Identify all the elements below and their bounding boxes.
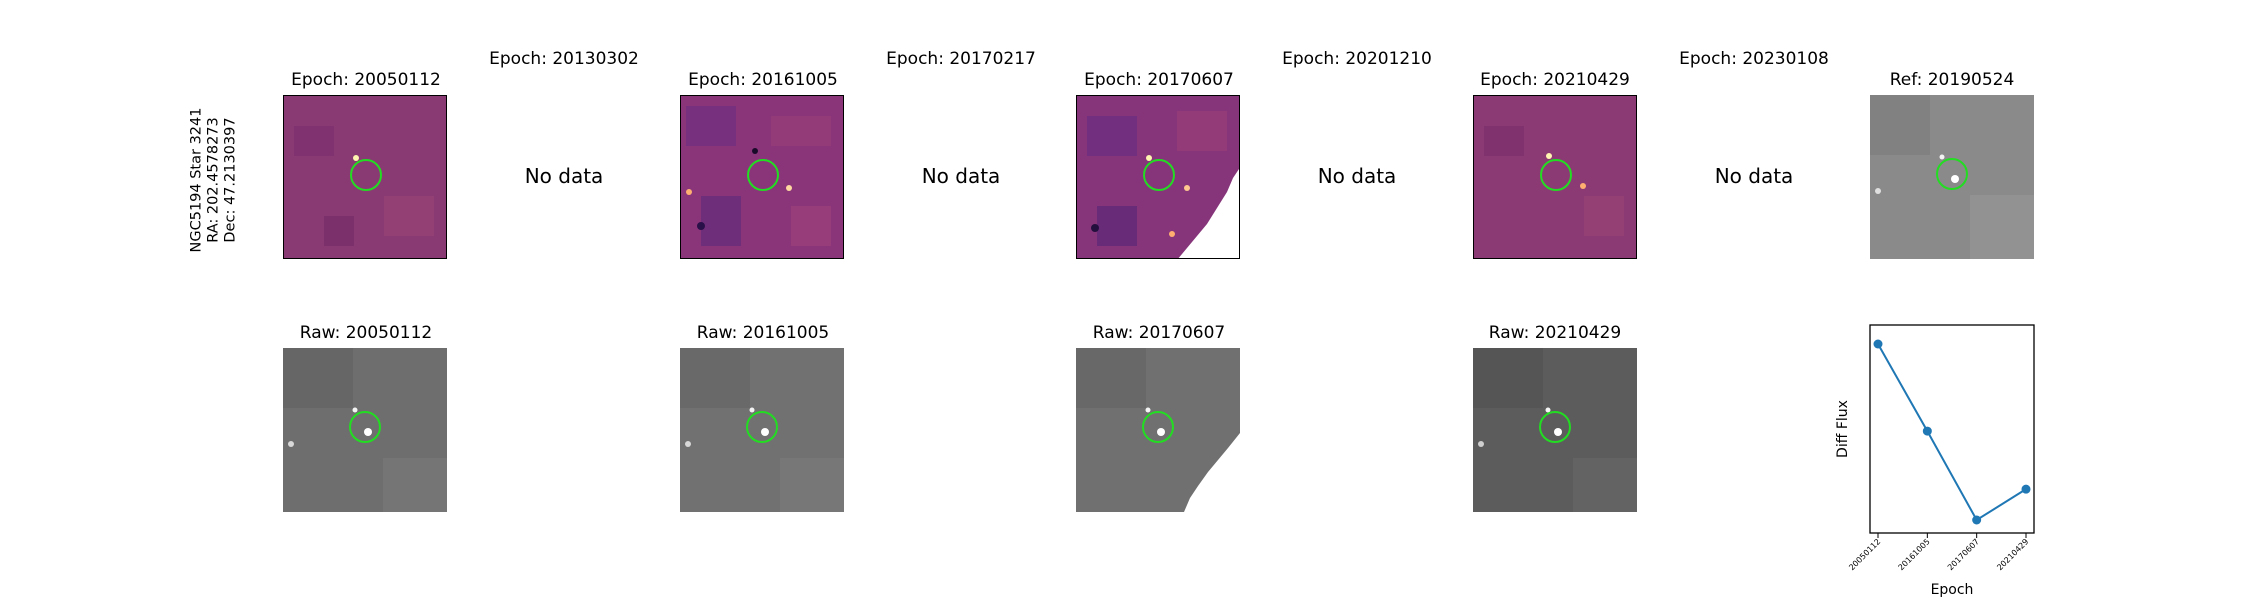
aperture-circle: [350, 159, 382, 191]
raw-title-2: Raw: 20170607: [1092, 323, 1226, 343]
data-point-20050112: [1873, 339, 1883, 349]
aperture-circle: [1143, 159, 1175, 191]
aperture-circle: [746, 411, 778, 443]
nodata-label-5: No data: [1317, 164, 1397, 188]
x-tick-label: 20210429: [1995, 537, 2030, 572]
nodata-label-3: No data: [921, 164, 1001, 188]
diff-title-1: Epoch: 20130302: [489, 49, 639, 69]
series-line: [1877, 343, 2027, 522]
data-point-20170607: [1972, 515, 1982, 525]
star-name: NGC5194 Star 3241: [188, 107, 205, 253]
diff-title-4: Epoch: 20170607: [1084, 70, 1234, 90]
diff-image-20050112: [283, 95, 447, 259]
ref-image-20190524: [1870, 95, 2034, 259]
diff-image-20210429: [1473, 95, 1637, 259]
aperture-circle: [1539, 411, 1571, 443]
aperture-circle: [1540, 159, 1572, 191]
data-point-20210429: [2021, 484, 2031, 494]
raw-image-20210429: [1473, 348, 1637, 512]
diff-flux-chart: 20050112 20161005 20170607 20210429 Epoch D…: [1835, 324, 2035, 598]
blank-region: [1184, 433, 1240, 512]
diff-title-3: Epoch: 20170217: [886, 49, 1036, 69]
raw-title-3: Raw: 20210429: [1488, 323, 1622, 343]
raw-image-20050112: [283, 348, 447, 512]
diff-title-8: Ref: 20190524: [1889, 70, 2015, 90]
blank-region: [1178, 169, 1239, 258]
y-axis-label: Diff Flux: [1835, 400, 1851, 458]
diff-title-0: Epoch: 20050112: [291, 70, 441, 90]
diff-image-20170607: [1076, 95, 1240, 259]
x-tick-label: 20161005: [1897, 537, 1932, 572]
plot-frame: [1869, 324, 2035, 534]
raw-title-1: Raw: 20161005: [696, 323, 830, 343]
aperture-circle: [1142, 411, 1174, 443]
diff-title-6: Epoch: 20210429: [1480, 70, 1630, 90]
raw-image-20161005: [680, 348, 844, 512]
x-tick-label: 20050112: [1847, 537, 1882, 572]
star-ra: RA: 202.4578273: [205, 117, 222, 243]
star-dec: Dec: 47.2130397: [222, 117, 239, 243]
aperture-circle: [747, 159, 779, 191]
nodata-label-1: No data: [524, 164, 604, 188]
data-point-20161005: [1922, 426, 1932, 436]
diff-title-2: Epoch: 20161005: [688, 70, 838, 90]
nodata-label-7: No data: [1714, 164, 1794, 188]
diff-title-7: Epoch: 20230108: [1679, 49, 1829, 69]
raw-title-0: Raw: 20050112: [299, 323, 433, 343]
diff-title-5: Epoch: 20201210: [1282, 49, 1432, 69]
x-tick-label: 20170607: [1946, 537, 1981, 572]
diff-image-20161005: [680, 95, 844, 259]
bright-source-marker: [353, 155, 359, 161]
x-axis-label: Epoch: [1931, 582, 1974, 598]
aperture-circle: [1936, 158, 1968, 190]
aperture-circle: [349, 411, 381, 443]
raw-image-20170607: [1076, 348, 1240, 512]
